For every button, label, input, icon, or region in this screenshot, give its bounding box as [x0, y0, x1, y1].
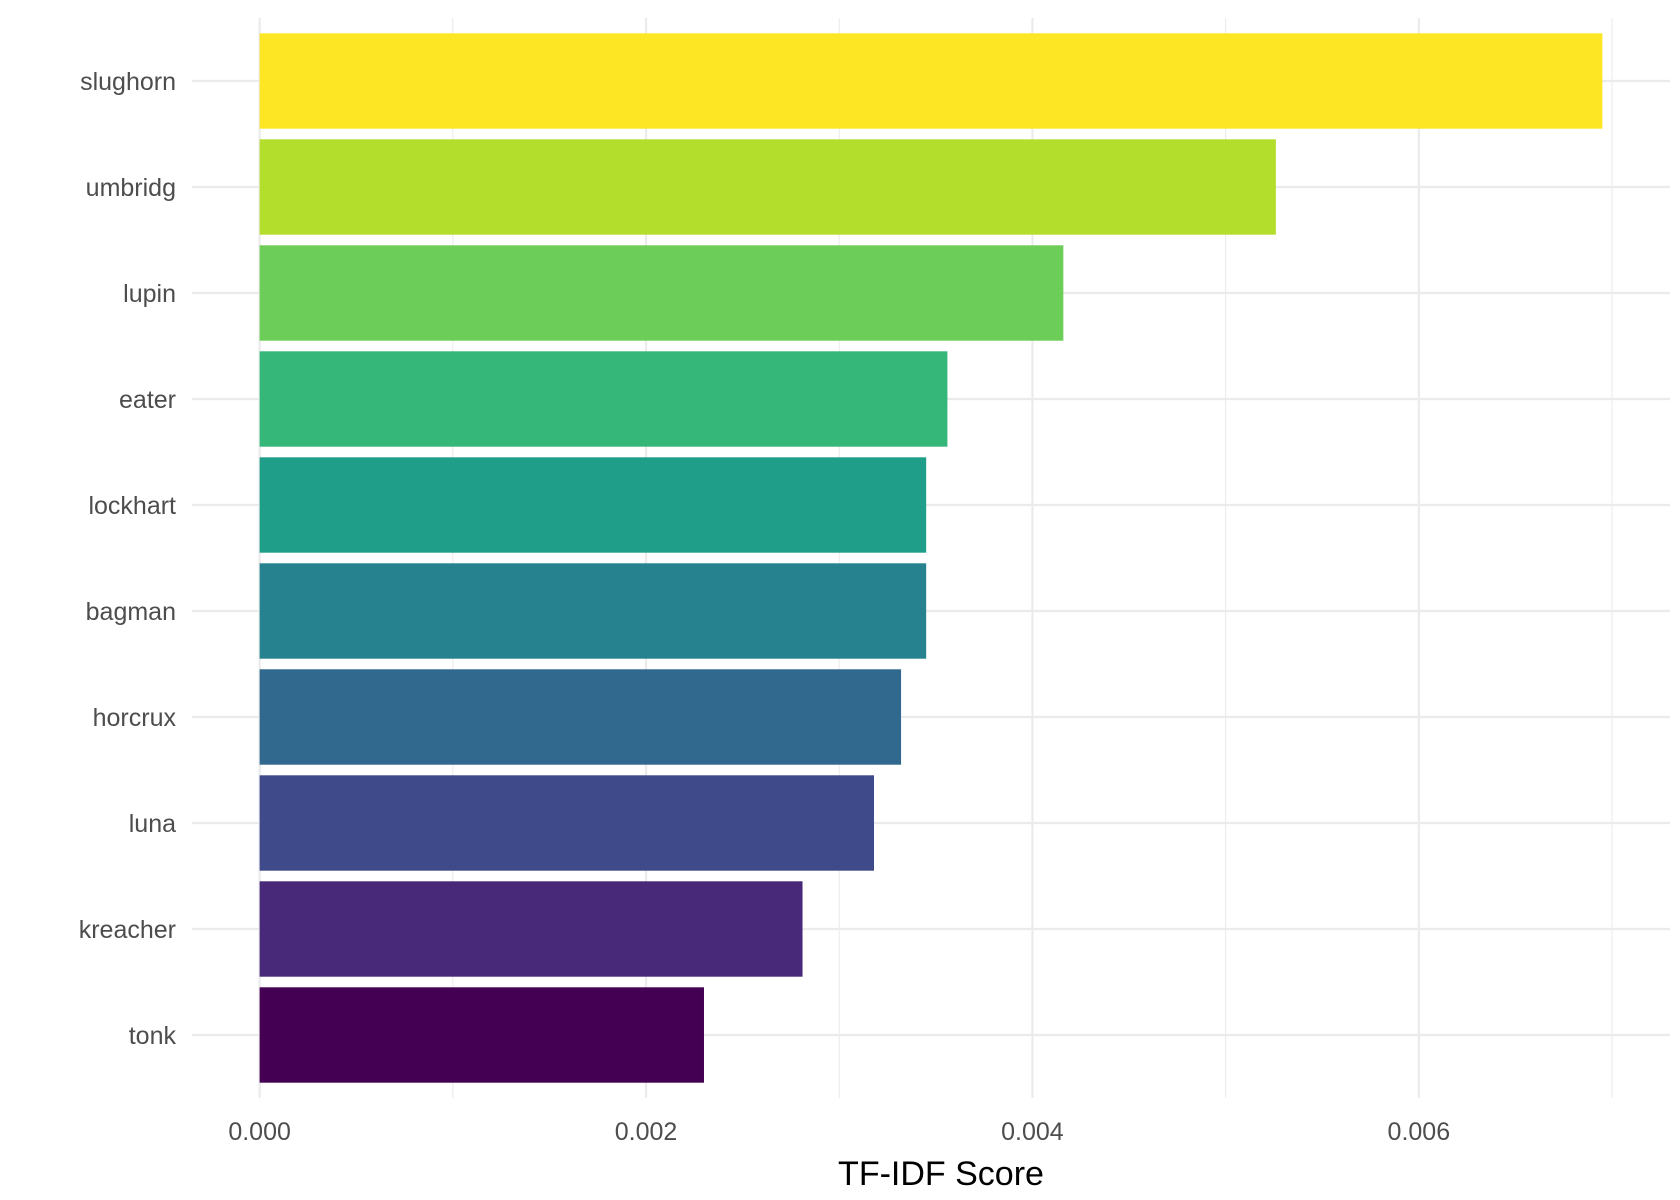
bar-lockhart: [259, 457, 927, 553]
y-tick-label: lupin: [123, 280, 176, 308]
bar-horcrux: [259, 669, 902, 765]
bar-lupin: [259, 245, 1064, 341]
x-tick-label: 0.004: [1001, 1118, 1064, 1146]
y-axis-tick-labels: slughorn umbridg lupin eater lockhart bagman h…: [79, 68, 177, 1050]
y-tick-label: tonk: [129, 1022, 177, 1050]
y-tick-label: eater: [119, 386, 176, 414]
bar-umbridg: [259, 139, 1276, 235]
bar-kreacher: [259, 881, 803, 977]
y-tick-label: horcrux: [93, 704, 177, 732]
bar-tonk: [259, 987, 704, 1083]
y-tick-label: slughorn: [80, 68, 176, 96]
y-tick-label: luna: [129, 810, 176, 838]
x-axis-title: TF-IDF Score: [838, 1155, 1044, 1193]
bars: [259, 33, 1603, 1083]
y-tick-label: bagman: [86, 598, 176, 626]
x-tick-label: 0.000: [228, 1118, 291, 1146]
x-axis-tick-labels: 0.000 0.002 0.004 0.006: [228, 1118, 1450, 1146]
bar-slughorn: [259, 33, 1603, 129]
y-tick-label: kreacher: [79, 916, 176, 944]
x-tick-label: 0.002: [615, 1118, 678, 1146]
x-tick-label: 0.006: [1388, 1118, 1451, 1146]
y-tick-label: umbridg: [86, 174, 176, 202]
bar-eater: [259, 351, 948, 447]
bar-bagman: [259, 563, 927, 659]
bar-luna: [259, 775, 875, 871]
y-tick-label: lockhart: [88, 492, 176, 520]
